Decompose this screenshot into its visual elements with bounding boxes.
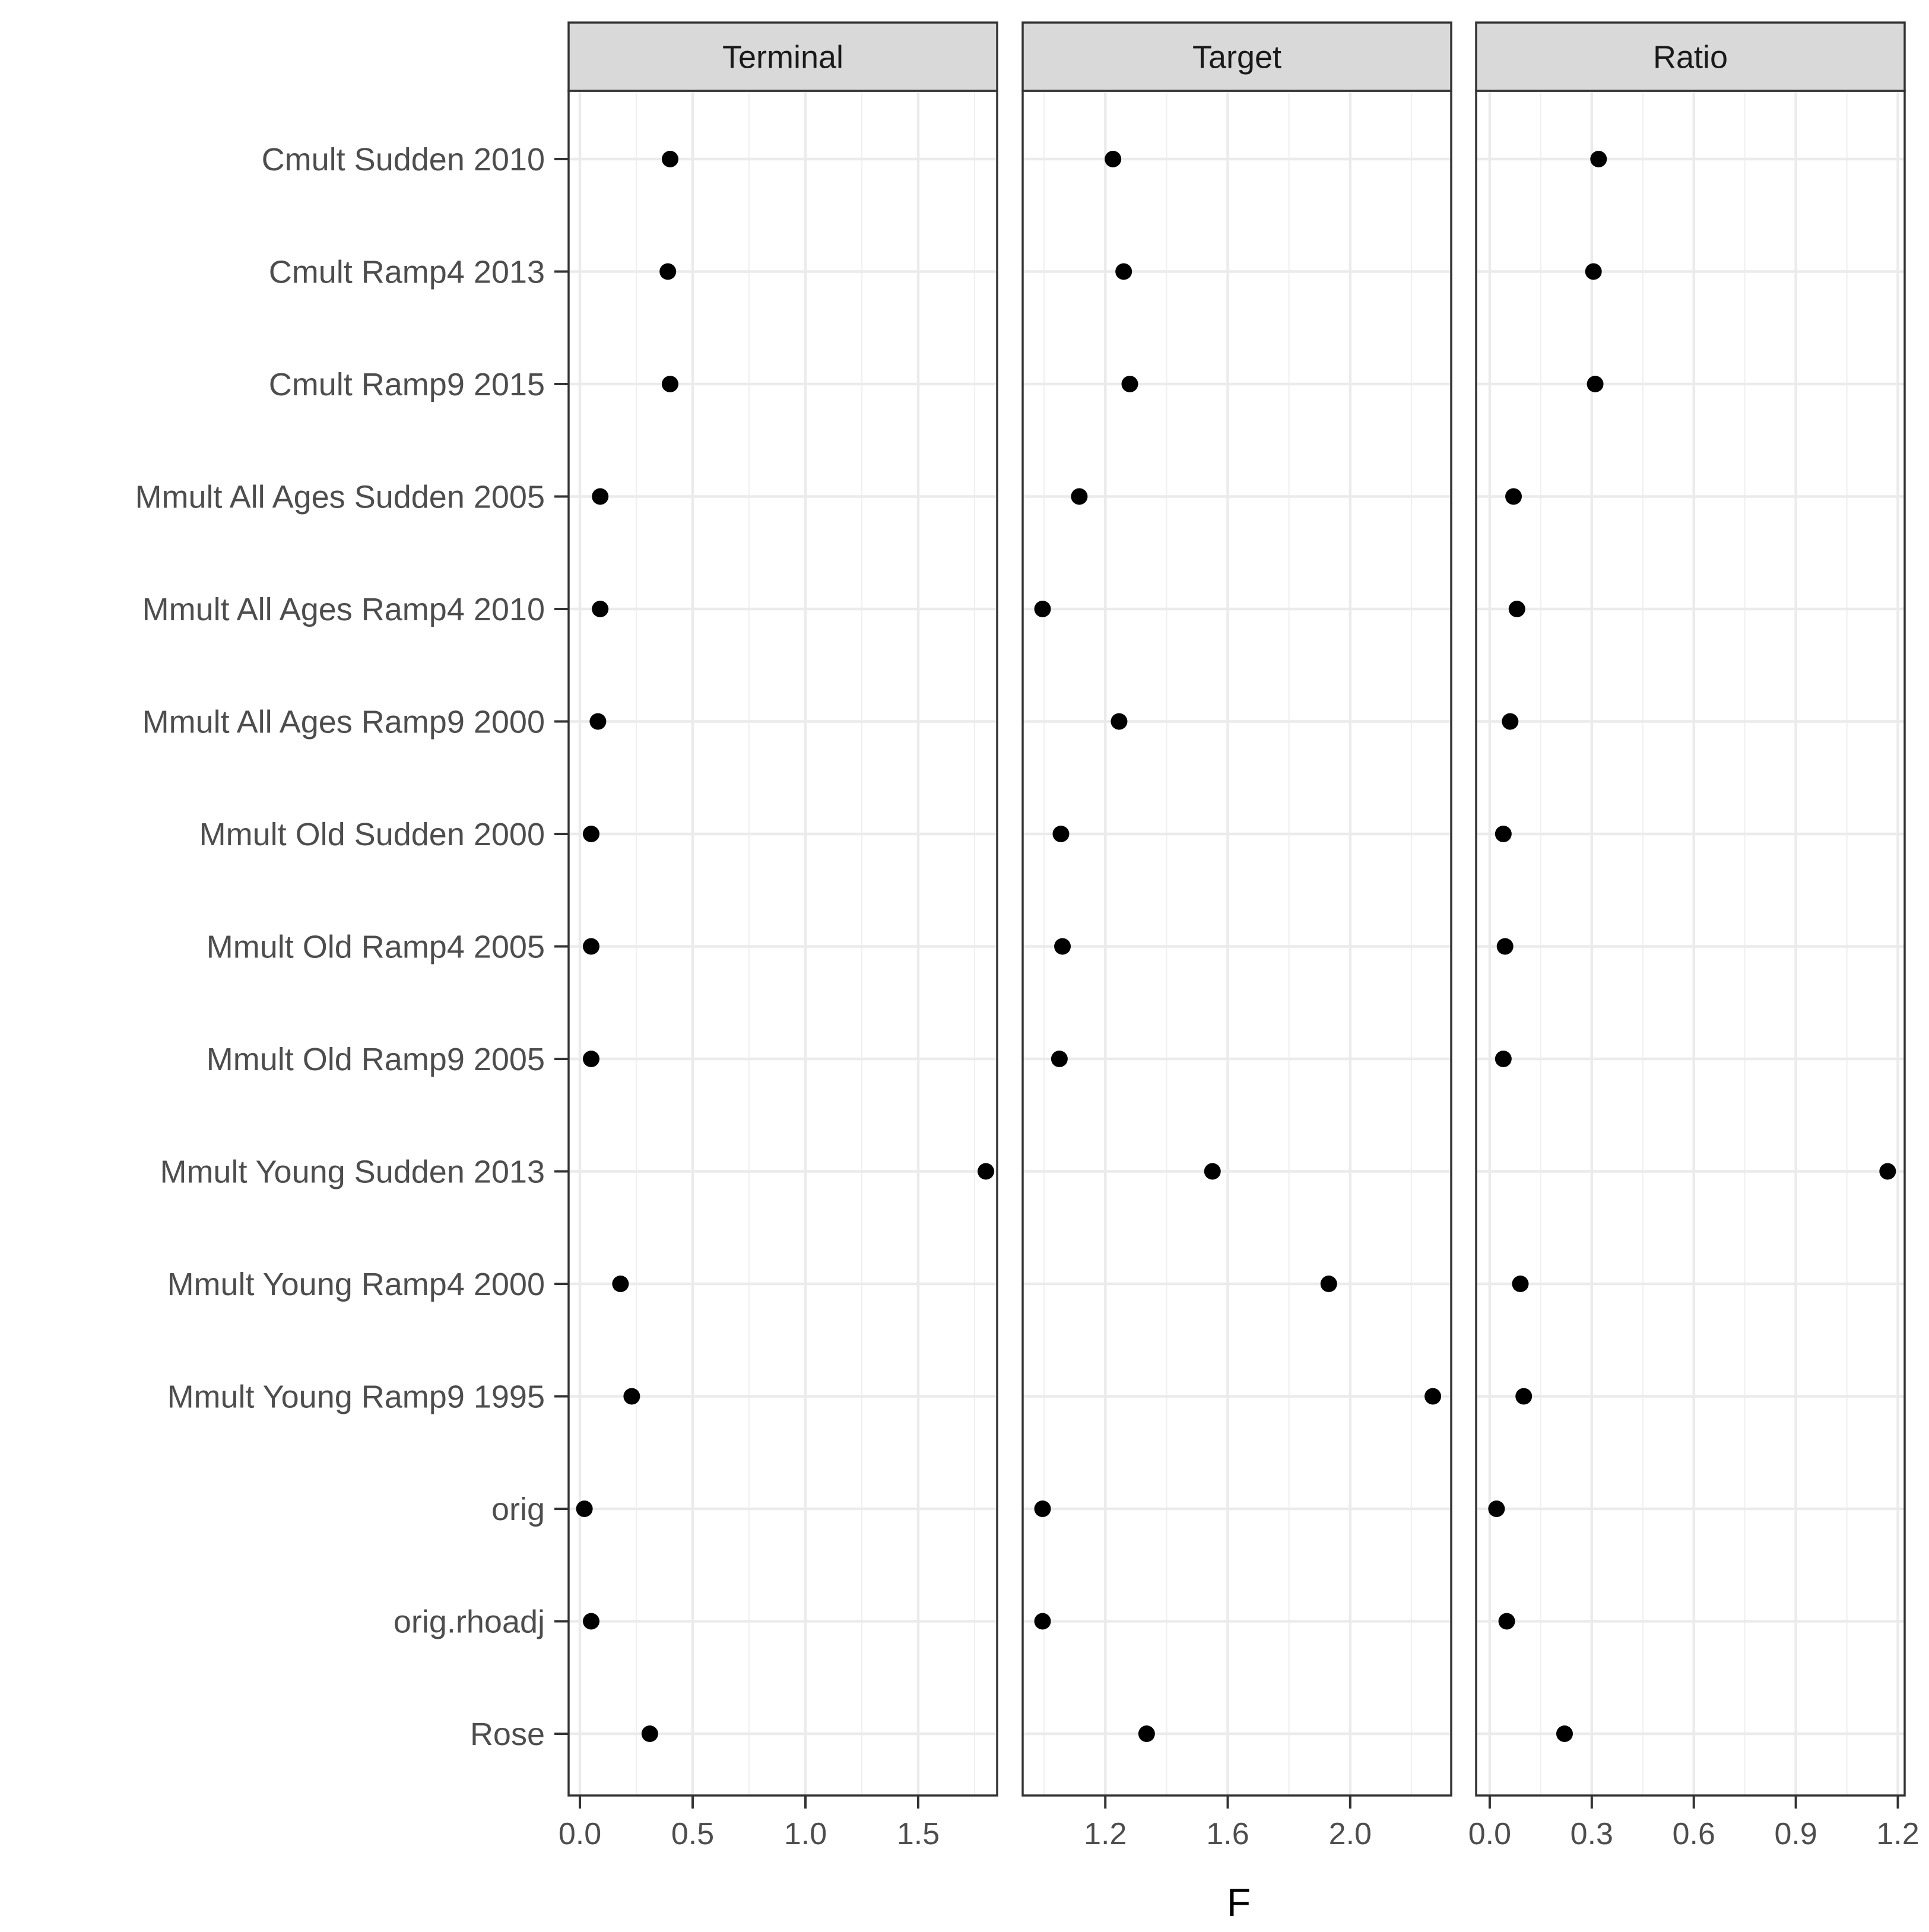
data-point (1111, 713, 1128, 730)
facet-strip-label: Target (1192, 40, 1281, 75)
data-point (1115, 263, 1132, 280)
data-point (583, 1051, 599, 1067)
y-tick-label: Mmult Old Sudden 2000 (199, 817, 545, 852)
x-tick-label: 0.9 (1774, 1817, 1817, 1851)
data-point (1320, 1276, 1337, 1292)
y-tick-label: Mmult Young Ramp4 2000 (167, 1267, 545, 1302)
x-tick-label: 2.0 (1329, 1817, 1372, 1851)
data-point (1138, 1725, 1155, 1742)
panel-background (1023, 91, 1451, 1795)
data-point (1034, 1500, 1051, 1517)
data-point (1590, 151, 1607, 167)
x-tick-label: 0.0 (1468, 1817, 1511, 1851)
data-point (1502, 713, 1519, 730)
data-point (1505, 488, 1522, 505)
x-tick-label: 0.5 (671, 1817, 714, 1851)
x-tick-label: 0.0 (559, 1817, 601, 1851)
data-point (583, 938, 599, 955)
facet-strip-label: Terminal (722, 40, 843, 75)
data-point (576, 1500, 593, 1517)
data-point (641, 1725, 658, 1742)
data-point (662, 376, 678, 392)
data-point (592, 601, 609, 617)
data-point (1587, 376, 1604, 392)
y-tick-label: Mmult Old Ramp4 2005 (207, 929, 545, 965)
data-point (978, 1163, 994, 1180)
data-point (1879, 1163, 1896, 1180)
panel-background (1476, 91, 1905, 1795)
data-point (1204, 1163, 1221, 1180)
x-tick-label: 0.3 (1571, 1817, 1613, 1851)
y-tick-label: Mmult Old Ramp9 2005 (207, 1042, 545, 1077)
y-tick-label: Mmult All Ages Sudden 2005 (135, 480, 545, 515)
data-point (1496, 938, 1514, 955)
data-point (662, 151, 678, 167)
data-point (589, 713, 607, 730)
panel-background (569, 91, 997, 1795)
panel-ratio: Ratio 0.0 0.3 0.6 0.9 1.2 (1468, 21, 1920, 1851)
y-tick-label: Cmult Ramp4 2013 (269, 255, 545, 290)
y-tick-label: Mmult All Ages Ramp9 2000 (142, 705, 545, 740)
data-point (1034, 1613, 1051, 1630)
y-tick-label: orig (491, 1492, 545, 1527)
data-point (1488, 1500, 1505, 1517)
data-point (1051, 1051, 1068, 1067)
data-point (1556, 1725, 1573, 1742)
data-point (1052, 826, 1070, 842)
y-tick-label: Cmult Sudden 2010 (262, 142, 545, 177)
x-tick-label: 1.5 (897, 1817, 940, 1851)
facet-strip-label: Ratio (1653, 40, 1728, 75)
facet-strip (1475, 21, 1906, 92)
y-tick-label: Cmult Ramp9 2015 (269, 367, 545, 402)
data-point (1508, 601, 1525, 617)
data-point (1424, 1388, 1442, 1405)
data-point (1121, 376, 1138, 392)
x-tick-label: 0.6 (1673, 1817, 1715, 1851)
data-point (1071, 488, 1088, 505)
panel-target: Target 1.2 1.6 2.0 (1021, 21, 1452, 1851)
y-tick-label: Mmult Young Ramp9 1995 (167, 1379, 545, 1415)
data-point (1034, 601, 1051, 617)
data-point (1054, 938, 1071, 955)
x-tick-label: 1.0 (784, 1817, 827, 1851)
y-tick-label: Mmult Young Sudden 2013 (160, 1154, 545, 1190)
data-point (1495, 826, 1512, 842)
x-tick-label: 1.2 (1084, 1817, 1127, 1851)
x-tick-label: 1.2 (1876, 1817, 1919, 1851)
x-tick-label: 1.6 (1206, 1817, 1249, 1851)
data-point (1495, 1051, 1512, 1067)
data-point (659, 263, 677, 280)
panel-terminal: Terminal 0.0 0.5 1.0 1.5 (559, 21, 998, 1851)
y-tick-label: Rose (470, 1717, 545, 1752)
data-point (1105, 151, 1122, 167)
data-point (583, 826, 599, 842)
y-tick-label: Mmult All Ages Ramp4 2010 (142, 592, 545, 627)
data-point (583, 1613, 599, 1630)
facet-strip (567, 21, 998, 92)
data-point (1498, 1613, 1515, 1630)
y-tick-label: orig.rhoadj (394, 1604, 545, 1640)
data-point (612, 1276, 629, 1292)
data-point (592, 488, 609, 505)
data-point (1512, 1276, 1529, 1292)
data-point (623, 1388, 640, 1405)
facet-strip (1021, 21, 1452, 92)
data-point (1515, 1388, 1533, 1405)
data-point (1585, 263, 1602, 280)
x-axis-title: F (1227, 1880, 1251, 1924)
